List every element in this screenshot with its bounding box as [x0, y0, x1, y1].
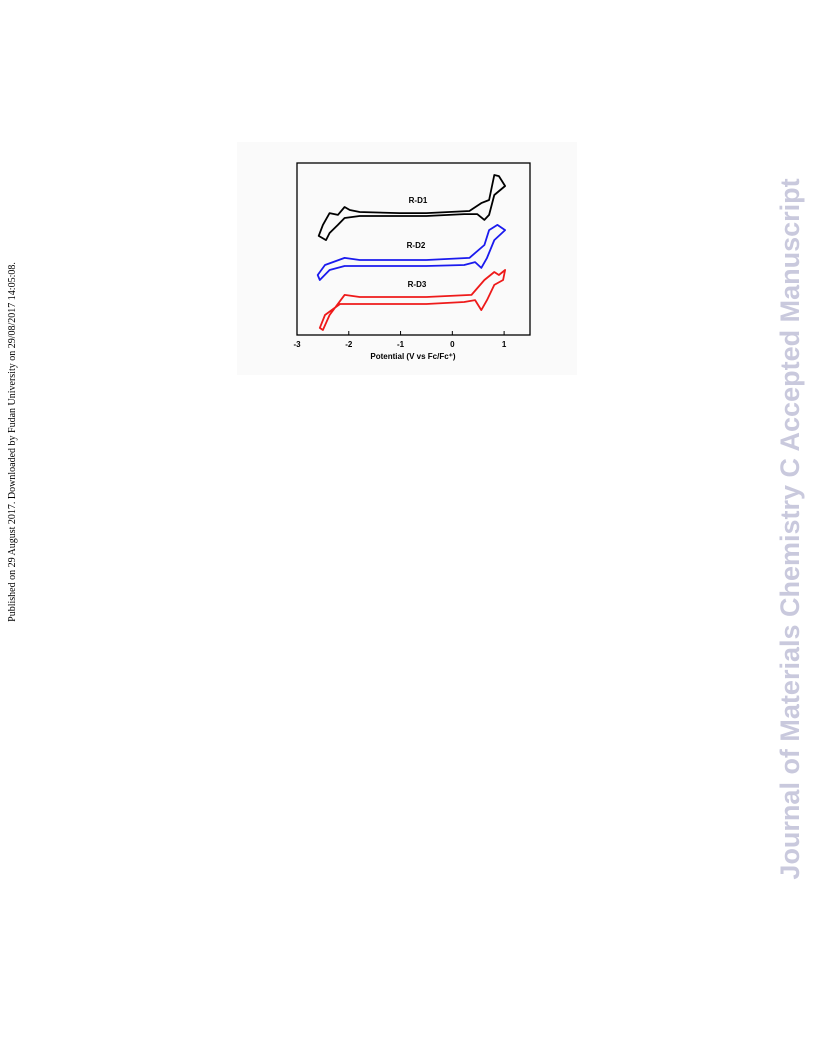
- series-label: R-D2: [407, 241, 426, 250]
- cv-curve: [316, 224, 506, 281]
- series-label: R-D3: [408, 280, 427, 289]
- figure-background: [237, 142, 577, 375]
- x-tick-label: -1: [397, 340, 405, 349]
- plot-frame: [296, 162, 531, 336]
- plot: -3 -2 -1 0 1 R-D1 R-D2 R-D3: [293, 174, 507, 349]
- series-label: R-D1: [409, 196, 428, 205]
- x-tick-label: -3: [293, 340, 301, 349]
- x-axis-label: Potential (V vs Fc/Fc⁺): [370, 352, 455, 361]
- side-note: Published on 29 August 2017. Downloaded …: [7, 262, 18, 622]
- cv-curve: [317, 174, 506, 241]
- x-tick-label: 0: [450, 340, 455, 349]
- watermark: Journal of Materials Chemistry C Accepte…: [775, 178, 805, 879]
- x-tick-label: -2: [345, 340, 353, 349]
- x-tick-label: 1: [502, 340, 507, 349]
- cv-curve: [318, 269, 506, 331]
